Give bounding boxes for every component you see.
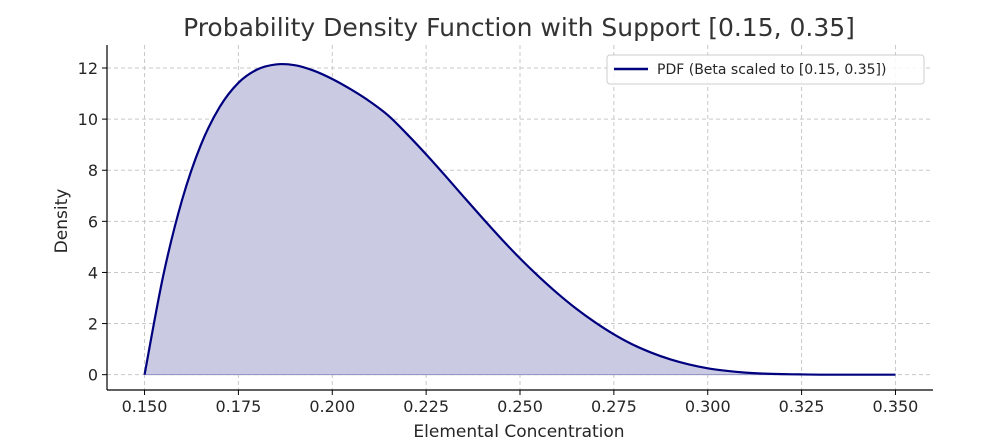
- x-axis-label: Elemental Concentration: [413, 422, 624, 442]
- y-tick-label: 12: [78, 59, 98, 78]
- legend: PDF (Beta scaled to [0.15, 0.35]): [606, 54, 925, 85]
- y-tick-label: 10: [78, 110, 98, 129]
- x-tick-label: 0.225: [403, 397, 449, 416]
- x-tick-label: 0.325: [779, 397, 825, 416]
- pdf-line: [143, 62, 896, 376]
- x-tick-label: 0.350: [873, 397, 919, 416]
- x-tick-label: 0.275: [591, 397, 637, 416]
- pdf-area-fill: [144, 64, 896, 375]
- tick-labels: 0.150 0.175 0.200 0.225 0.250 0.275 0.300 0.325…: [78, 59, 919, 416]
- x-tick-label: 0.300: [685, 397, 731, 416]
- y-tick-label: 4: [88, 263, 98, 282]
- legend-label: PDF (Beta scaled to [0.15, 0.35]): [657, 62, 886, 78]
- y-tick-label: 6: [88, 212, 98, 231]
- x-tick-label: 0.250: [497, 397, 543, 416]
- y-tick-label: 2: [88, 315, 98, 334]
- x-tick-label: 0.175: [216, 397, 262, 416]
- series-layer: [143, 62, 896, 376]
- x-tick-label: 0.200: [309, 397, 355, 416]
- x-tick-label: 0.150: [122, 397, 168, 416]
- y-axis-label: Density: [52, 189, 72, 254]
- y-tick-label: 8: [88, 161, 98, 180]
- chart-title: Probability Density Function with Suppor…: [183, 13, 855, 42]
- y-tick-label: 0: [88, 366, 98, 385]
- legend-frame: [606, 54, 925, 85]
